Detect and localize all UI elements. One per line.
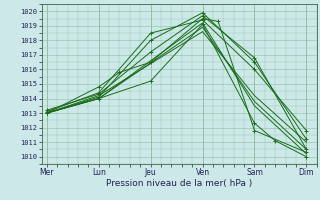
X-axis label: Pression niveau de la mer( hPa ): Pression niveau de la mer( hPa ) (106, 179, 252, 188)
